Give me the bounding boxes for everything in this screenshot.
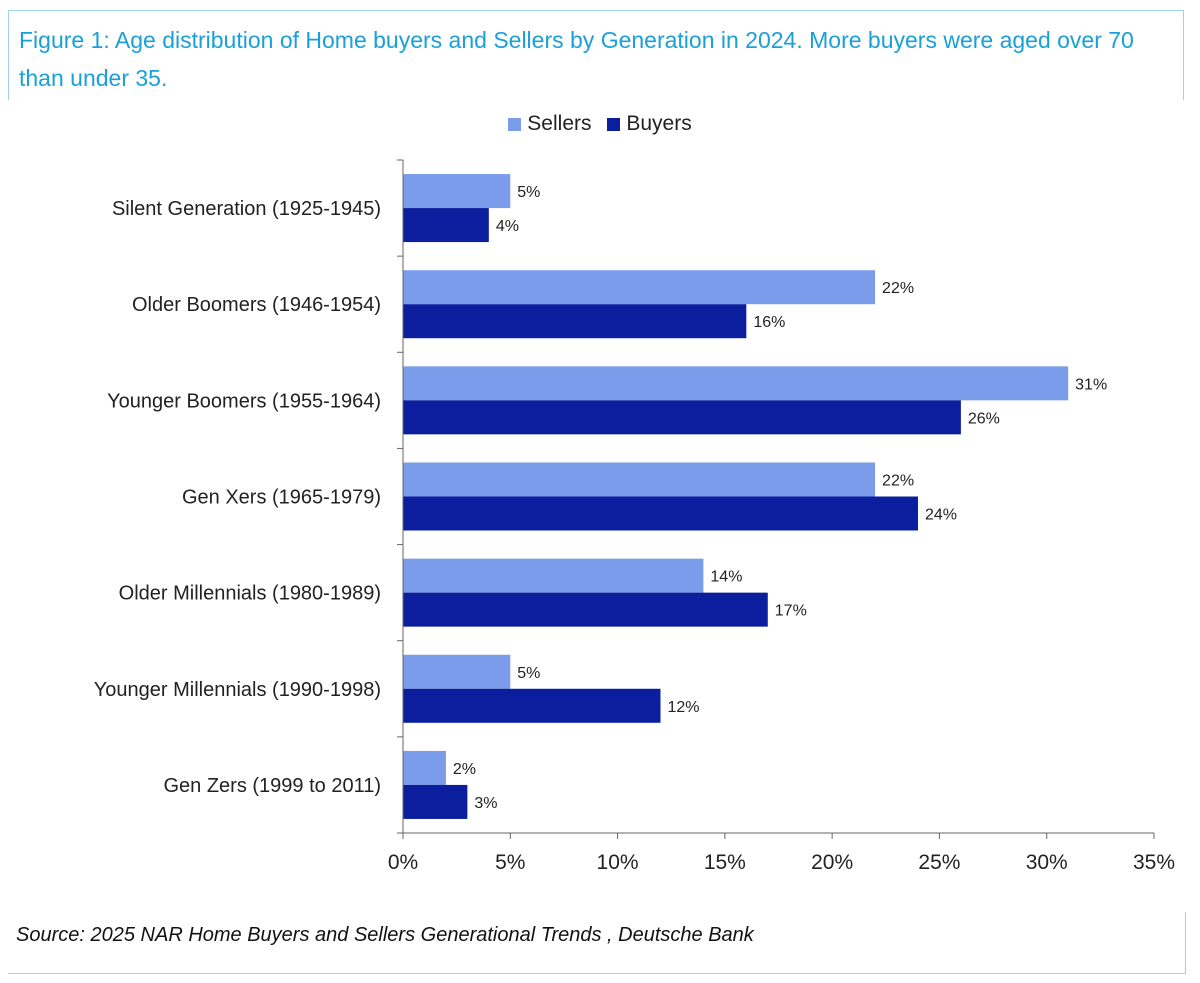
bar-buyers bbox=[403, 784, 468, 819]
x-tick-label: 10% bbox=[597, 851, 639, 874]
x-tick-label: 35% bbox=[1133, 851, 1175, 874]
data-label-buyers: 26% bbox=[968, 410, 1000, 427]
data-label-buyers: 17% bbox=[775, 603, 807, 620]
category-label: Older Boomers (1946-1954) bbox=[132, 294, 381, 316]
source-note: Source: 2025 NAR Home Buyers and Sellers… bbox=[16, 924, 754, 946]
legend-swatch-buyers bbox=[607, 117, 621, 131]
legend-item-sellers: Sellers bbox=[508, 112, 592, 136]
bar-buyers bbox=[403, 208, 489, 243]
data-label-sellers: 14% bbox=[710, 569, 742, 586]
source-box: Source: 2025 NAR Home Buyers and Sellers… bbox=[8, 912, 1186, 974]
legend-item-buyers: Buyers bbox=[607, 112, 692, 136]
data-label-sellers: 5% bbox=[517, 184, 540, 201]
bar-sellers bbox=[403, 174, 511, 209]
bar-sellers bbox=[403, 654, 511, 689]
bar-sellers bbox=[403, 366, 1069, 401]
bar-buyers bbox=[403, 304, 747, 339]
data-label-sellers: 22% bbox=[882, 280, 914, 297]
bar-sellers bbox=[403, 750, 446, 785]
bar-buyers bbox=[403, 400, 961, 435]
x-tick-label: 20% bbox=[811, 851, 853, 874]
x-tick-label: 15% bbox=[704, 851, 746, 874]
bar-sellers bbox=[403, 558, 704, 593]
bar-chart: Silent Generation (1925-1945) 5% 4% Older B… bbox=[94, 159, 1175, 874]
category-label: Younger Millennials (1990-1998) bbox=[94, 679, 381, 701]
bar-buyers bbox=[403, 688, 661, 723]
x-tick-label: 0% bbox=[388, 851, 418, 874]
category-label: Younger Boomers (1955-1964) bbox=[107, 390, 381, 412]
data-label-buyers: 12% bbox=[667, 699, 699, 716]
x-tick-label: 30% bbox=[1026, 851, 1068, 874]
figure-title-box: Figure 1: Age distribution of Home buyer… bbox=[8, 10, 1184, 100]
bar-buyers bbox=[403, 496, 918, 531]
legend-label-buyers: Buyers bbox=[626, 112, 692, 135]
data-label-sellers: 31% bbox=[1075, 376, 1107, 393]
data-label-sellers: 22% bbox=[882, 473, 914, 490]
legend-swatch-sellers bbox=[508, 117, 522, 131]
bar-buyers bbox=[403, 592, 768, 627]
data-label-sellers: 2% bbox=[453, 761, 476, 778]
category-label: Silent Generation (1925-1945) bbox=[112, 198, 381, 220]
data-label-buyers: 16% bbox=[753, 314, 785, 331]
legend-label-sellers: Sellers bbox=[527, 112, 592, 135]
data-label-buyers: 4% bbox=[496, 218, 519, 235]
data-label-buyers: 24% bbox=[925, 507, 957, 524]
category-label: Gen Zers (1999 to 2011) bbox=[163, 775, 381, 797]
figure-title: Figure 1: Age distribution of Home buyer… bbox=[19, 27, 1134, 91]
chart-legend: Sellers Buyers bbox=[0, 112, 1200, 137]
category-label: Gen Xers (1965-1979) bbox=[182, 487, 381, 509]
data-label-buyers: 3% bbox=[474, 795, 497, 812]
data-label-sellers: 5% bbox=[517, 665, 540, 682]
x-tick-label: 5% bbox=[495, 851, 525, 874]
bar-sellers bbox=[403, 462, 876, 497]
category-label: Older Millennials (1980-1989) bbox=[119, 583, 381, 605]
x-tick-label: 25% bbox=[918, 851, 960, 874]
bar-sellers bbox=[403, 270, 876, 305]
